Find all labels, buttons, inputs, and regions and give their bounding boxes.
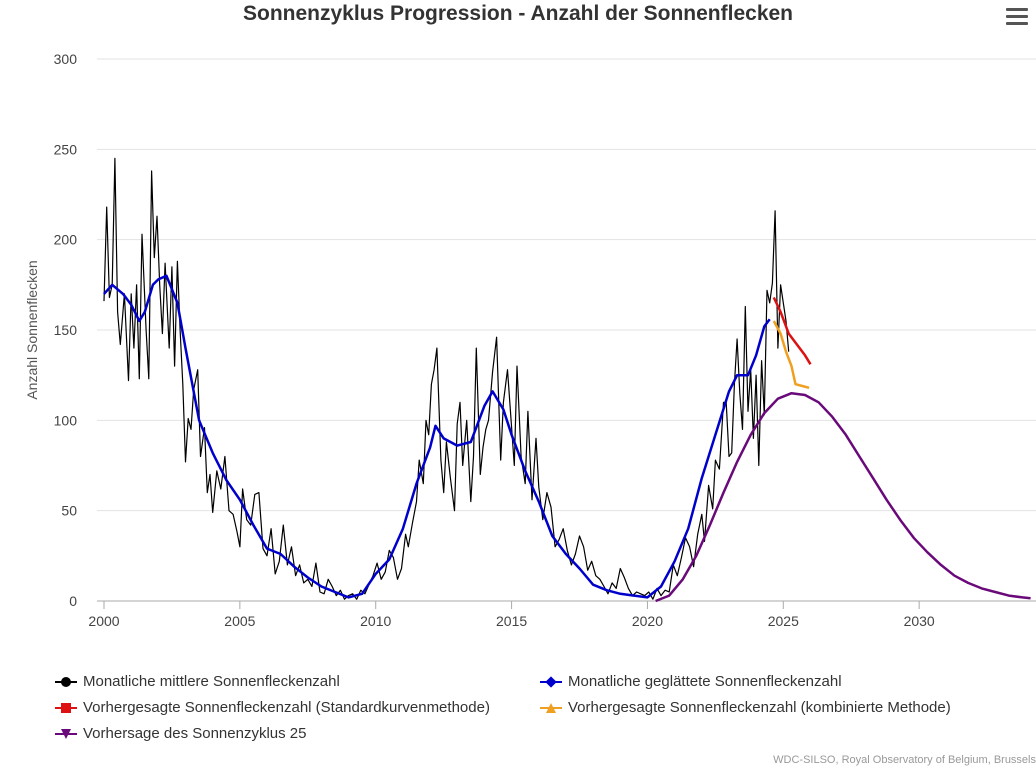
x-tick-label: 2010 bbox=[360, 613, 391, 629]
y-axis-label: Anzahl Sonnenflecken bbox=[24, 260, 40, 399]
square-marker-icon bbox=[55, 701, 77, 715]
triangle-down-marker-icon bbox=[55, 727, 77, 741]
y-tick-label: 300 bbox=[54, 51, 78, 67]
legend-item[interactable]: Vorhersage des Sonnenzyklus 25 bbox=[55, 725, 306, 742]
series-line-4 bbox=[655, 391, 1031, 603]
legend-label: Vorhersage des Sonnenzyklus 25 bbox=[83, 725, 307, 742]
hamburger-menu-icon[interactable] bbox=[1006, 8, 1028, 28]
y-tick-label: 250 bbox=[54, 141, 78, 157]
x-tick-label: 2000 bbox=[88, 613, 119, 629]
y-tick-label: 0 bbox=[69, 593, 77, 609]
legend-label: Vorhergesagte Sonnenfleckenzahl (Standar… bbox=[83, 699, 490, 716]
circle-marker-icon bbox=[55, 675, 77, 689]
series-line-0 bbox=[103, 157, 790, 600]
y-tick-label: 50 bbox=[61, 503, 77, 519]
legend-item[interactable]: Monatliche mittlere Sonnenfleckenzahl bbox=[55, 673, 340, 690]
legend-label: Monatliche mittlere Sonnenfleckenzahl bbox=[83, 673, 340, 690]
series-line-2 bbox=[772, 296, 812, 365]
series-line-1 bbox=[103, 274, 771, 599]
legend-item[interactable]: Vorhergesagte Sonnenfleckenzahl (Standar… bbox=[55, 699, 490, 716]
legend-label: Monatliche geglättete Sonnenfleckenzahl bbox=[568, 673, 842, 690]
series-line-3 bbox=[772, 320, 810, 390]
y-tick-label: 200 bbox=[54, 232, 78, 248]
y-tick-label: 150 bbox=[54, 322, 78, 338]
legend-label: Vorhergesagte Sonnenfleckenzahl (kombini… bbox=[568, 699, 951, 716]
chart-title: Sonnenzyklus Progression - Anzahl der So… bbox=[243, 2, 793, 25]
legend-item[interactable]: Vorhergesagte Sonnenfleckenzahl (kombini… bbox=[540, 699, 951, 716]
x-tick-label: 2015 bbox=[496, 613, 527, 629]
diamond-marker-icon bbox=[540, 675, 562, 689]
y-tick-label: 100 bbox=[54, 412, 78, 428]
x-tick-label: 2020 bbox=[632, 613, 663, 629]
credit: WDC-SILSO, Royal Observatory of Belgium,… bbox=[773, 754, 1036, 766]
triangle-marker-icon bbox=[540, 701, 562, 715]
legend-item[interactable]: Monatliche geglättete Sonnenfleckenzahl bbox=[540, 673, 842, 690]
x-tick-label: 2025 bbox=[768, 613, 799, 629]
x-tick-label: 2005 bbox=[224, 613, 255, 629]
x-tick-label: 2030 bbox=[904, 613, 935, 629]
